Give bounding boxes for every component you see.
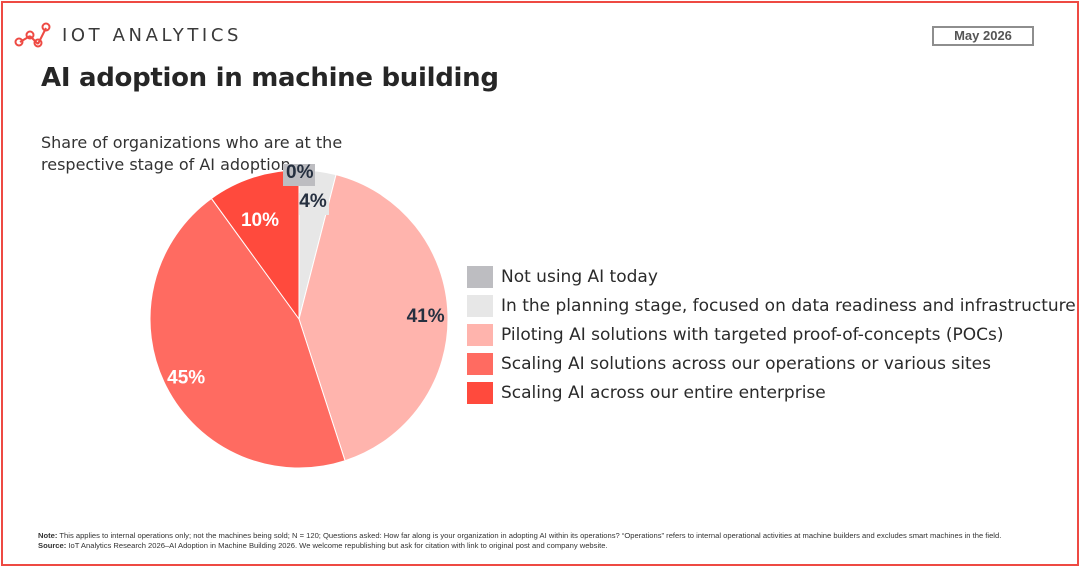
data-label-scaling-ai-across-our-entire-enterprise: 10% — [241, 210, 279, 231]
source-label: Source: — [38, 540, 67, 550]
footnote: Note: This applies to internal operation… — [38, 531, 1008, 550]
data-label-not-using-ai-today: 0% — [286, 162, 314, 183]
pie-slice-scaling-ai-solutions-across-our-operatio — [149, 197, 346, 469]
network-nodes-icon — [14, 22, 51, 48]
legend-swatch — [467, 265, 493, 288]
legend-label: In the planning stage, focused on data r… — [501, 295, 1076, 316]
legend-label: Not using AI today — [501, 266, 658, 287]
legend-label: Scaling AI solutions across our operatio… — [501, 353, 991, 374]
note-text: This applies to internal operations only… — [59, 531, 1002, 540]
source-line: Source: IoT Analytics Research 2026–AI A… — [38, 541, 1008, 551]
data-label-bg-not-using-ai-today — [283, 164, 315, 186]
legend-label: Scaling AI across our entire enterprise — [501, 382, 826, 403]
note-line: Note: This applies to internal operation… — [38, 531, 1008, 541]
legend-item-in-the-planning-stage-focused-on-data-re: In the planning stage, focused on data r… — [467, 291, 1076, 320]
legend-swatch — [467, 381, 493, 404]
legend-label: Piloting AI solutions with targeted proo… — [501, 324, 1004, 345]
data-label-piloting-ai-solutions-with-targeted-proo: 41% — [407, 306, 445, 327]
pie-slice-piloting-ai-solutions-with-targeted-proo — [298, 174, 449, 462]
brand-logo: IOT ANALYTICS — [14, 22, 242, 48]
source-text: IoT Analytics Research 2026–AI Adoption … — [68, 540, 608, 550]
data-label-scaling-ai-solutions-across-our-operatio: 45% — [167, 367, 205, 388]
brand-logo-text: IOT ANALYTICS — [62, 24, 243, 46]
legend-item-not-using-ai-today: Not using AI today — [467, 262, 1076, 291]
legend-swatch — [467, 294, 493, 317]
legend-item-piloting-ai-solutions-with-targeted-proo: Piloting AI solutions with targeted proo… — [467, 320, 1076, 349]
data-label-bg-in-the-planning-stage-focused-on-data-re — [299, 193, 329, 215]
legend-swatch — [467, 323, 493, 346]
legend-item-scaling-ai-solutions-across-our-operatio: Scaling AI solutions across our operatio… — [467, 349, 1076, 378]
chart-legend: Not using AI today In the planning stage,… — [467, 262, 1076, 407]
chart-title: AI adoption in machine building — [41, 63, 499, 93]
data-label-in-the-planning-stage-focused-on-data-re: 4% — [299, 191, 327, 212]
note-label: Note: — [38, 531, 58, 540]
legend-swatch — [467, 352, 493, 375]
legend-item-scaling-ai-across-our-entire-enterprise: Scaling AI across our entire enterprise — [467, 378, 1076, 407]
chart-subtitle: Share of organizations who are at the re… — [41, 133, 343, 174]
date-badge: May 2026 — [932, 26, 1034, 46]
